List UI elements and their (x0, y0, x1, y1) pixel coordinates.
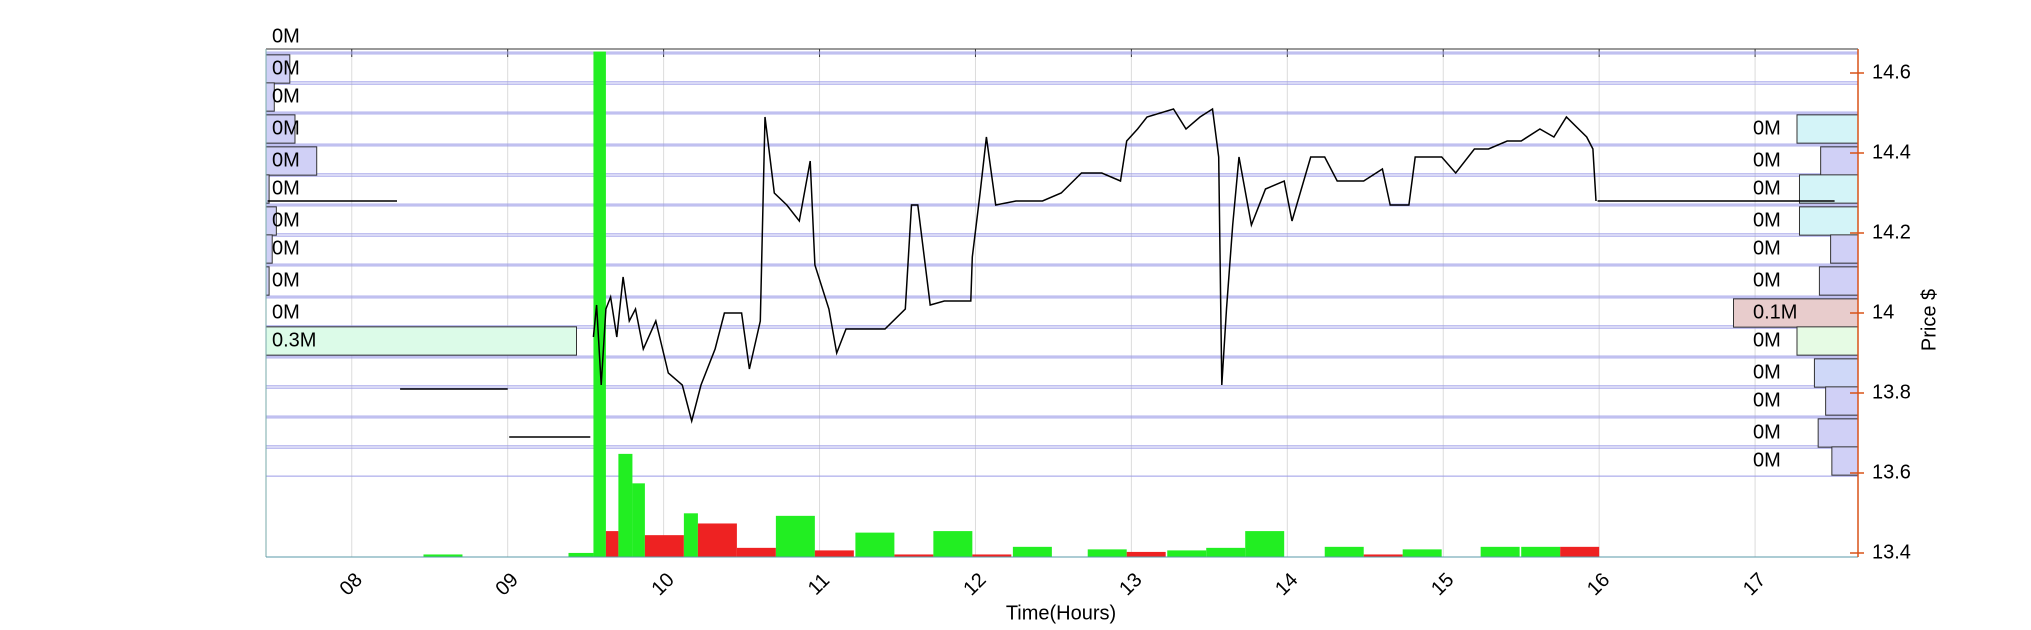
profile-label: 0M (272, 57, 300, 79)
profile-label: 0M (272, 301, 300, 323)
volume-bar (1402, 549, 1442, 557)
profile-label: 0M (272, 237, 300, 259)
volume-bar (632, 483, 645, 557)
profile-label: 0M (1753, 329, 1781, 351)
y-tick-label: 13.8 (1872, 381, 1911, 403)
volume-bar (1521, 546, 1561, 557)
profile-label: 0M (1753, 389, 1781, 411)
volume-bar (736, 547, 776, 557)
profile-bar (1831, 446, 1859, 476)
profile-label: 0M (272, 149, 300, 171)
profile-bar (1798, 206, 1859, 236)
volume-bar (1012, 546, 1052, 557)
profile-label: 0M (272, 177, 300, 199)
volume-bar (1480, 546, 1520, 557)
x-tick-label: 17 (1739, 569, 1770, 600)
volume-bar (683, 513, 698, 557)
volume-bar (1324, 546, 1364, 557)
profile-label: 0.1M (1753, 301, 1797, 323)
profile-label: 0M (1753, 117, 1781, 139)
profile-label: 0M (1753, 149, 1781, 171)
profile-label: 0M (1753, 209, 1781, 231)
profile-bar (1825, 386, 1859, 416)
x-tick-label: 15 (1427, 569, 1458, 600)
volume-bar (814, 550, 854, 557)
volume-bar (1363, 554, 1403, 557)
profile-bar (1798, 174, 1859, 204)
volume-bar (855, 532, 895, 557)
x-tick-label: 16 (1583, 569, 1614, 600)
profile-label: 0M (1753, 449, 1781, 471)
y-tick-label: 14.2 (1872, 221, 1911, 243)
volume-bar (423, 554, 463, 557)
volume-bar (568, 552, 594, 557)
volume-bar (1560, 546, 1600, 557)
profile-bar (1818, 266, 1859, 296)
volume-bar (1206, 547, 1246, 557)
profile-label: 0M (1753, 361, 1781, 383)
x-axis-label: Time(Hours) (1006, 602, 1116, 624)
volume-bar (593, 51, 606, 557)
volume-bar (605, 531, 619, 557)
y-tick-label: 13.6 (1872, 461, 1911, 483)
profile-bar (1796, 326, 1859, 356)
volume-bar (775, 515, 815, 557)
x-tick-label: 10 (647, 569, 678, 600)
price-line (267, 107, 1835, 438)
profile-label: 0M (272, 85, 300, 107)
x-tick-label: 14 (1271, 569, 1302, 600)
profile-label: 0M (1753, 269, 1781, 291)
volume-bar (644, 535, 684, 557)
x-tick-label: 08 (336, 569, 367, 600)
x-tick-label: 09 (492, 569, 523, 600)
profile-bar (1830, 234, 1859, 264)
profile-bar (1813, 358, 1859, 388)
volume-bar (1087, 549, 1127, 557)
profile-label: 0M (272, 269, 300, 291)
volume-bar (933, 531, 973, 557)
profile-bar (1796, 114, 1859, 144)
y-axis-label: Price $ (1918, 289, 1940, 351)
profile-bar (265, 114, 296, 144)
x-tick-label: 12 (959, 569, 990, 600)
profile-label: 0M (272, 209, 300, 231)
volume-bar (894, 554, 934, 557)
y-tick-label: 14.6 (1872, 61, 1911, 83)
profile-label: 0M (1753, 237, 1781, 259)
profile-bar (265, 326, 577, 356)
profile-bar (265, 146, 318, 176)
volume-bar (972, 554, 1012, 557)
y-tick-label: 14.4 (1872, 141, 1911, 163)
profile-bar (1820, 146, 1859, 176)
x-tick-label: 13 (1115, 569, 1146, 600)
y-tick-label: 13.4 (1872, 541, 1911, 563)
profile-label: 0M (272, 25, 300, 47)
volume-bar (1245, 531, 1285, 557)
x-tick-label: 11 (804, 569, 834, 599)
y-tick-label: 14 (1872, 301, 1894, 323)
volume-bar (697, 523, 737, 557)
profile-label: 0M (1753, 177, 1781, 199)
profile-label: 0M (272, 117, 300, 139)
profile-label: 0M (1753, 421, 1781, 443)
volume-bar (1126, 551, 1166, 557)
profile-bar (1817, 418, 1859, 448)
volume-bar (618, 453, 633, 557)
volume-bar (1167, 550, 1207, 557)
profile-label: 0.3M (272, 329, 316, 351)
